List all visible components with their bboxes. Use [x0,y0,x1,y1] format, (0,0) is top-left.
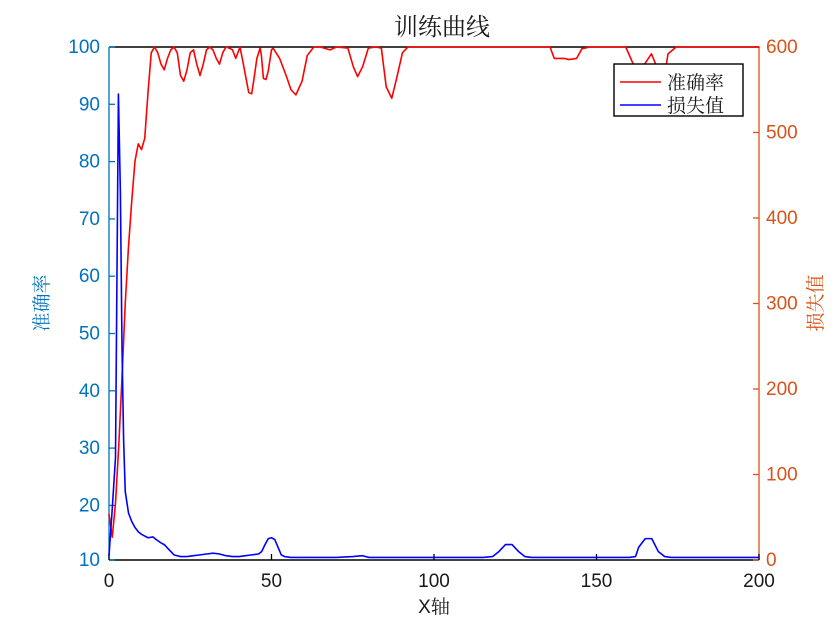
svg-text:50: 50 [261,571,282,592]
svg-text:150: 150 [581,571,613,592]
svg-text:600: 600 [766,37,798,58]
svg-text:200: 200 [743,571,775,592]
svg-text:300: 300 [766,294,798,315]
svg-text:200: 200 [766,379,798,400]
svg-text:损失值: 损失值 [667,91,724,118]
svg-text:50: 50 [79,324,100,345]
svg-text:10: 10 [79,550,100,571]
svg-text:90: 90 [79,94,100,115]
svg-text:100: 100 [766,465,798,486]
svg-text:60: 60 [79,266,100,287]
svg-text:损失值: 损失值 [801,274,828,331]
svg-text:20: 20 [79,495,100,516]
svg-text:500: 500 [766,123,798,144]
svg-text:X轴: X轴 [418,592,450,619]
svg-text:准确率: 准确率 [27,274,54,331]
svg-text:40: 40 [79,381,100,402]
svg-text:70: 70 [79,209,100,230]
svg-text:80: 80 [79,152,100,173]
svg-text:0: 0 [766,550,777,571]
svg-text:100: 100 [68,37,100,58]
svg-text:训练曲线: 训练曲线 [394,7,490,42]
svg-text:30: 30 [79,438,100,459]
svg-text:0: 0 [104,571,115,592]
svg-text:100: 100 [418,571,450,592]
svg-text:400: 400 [766,208,798,229]
